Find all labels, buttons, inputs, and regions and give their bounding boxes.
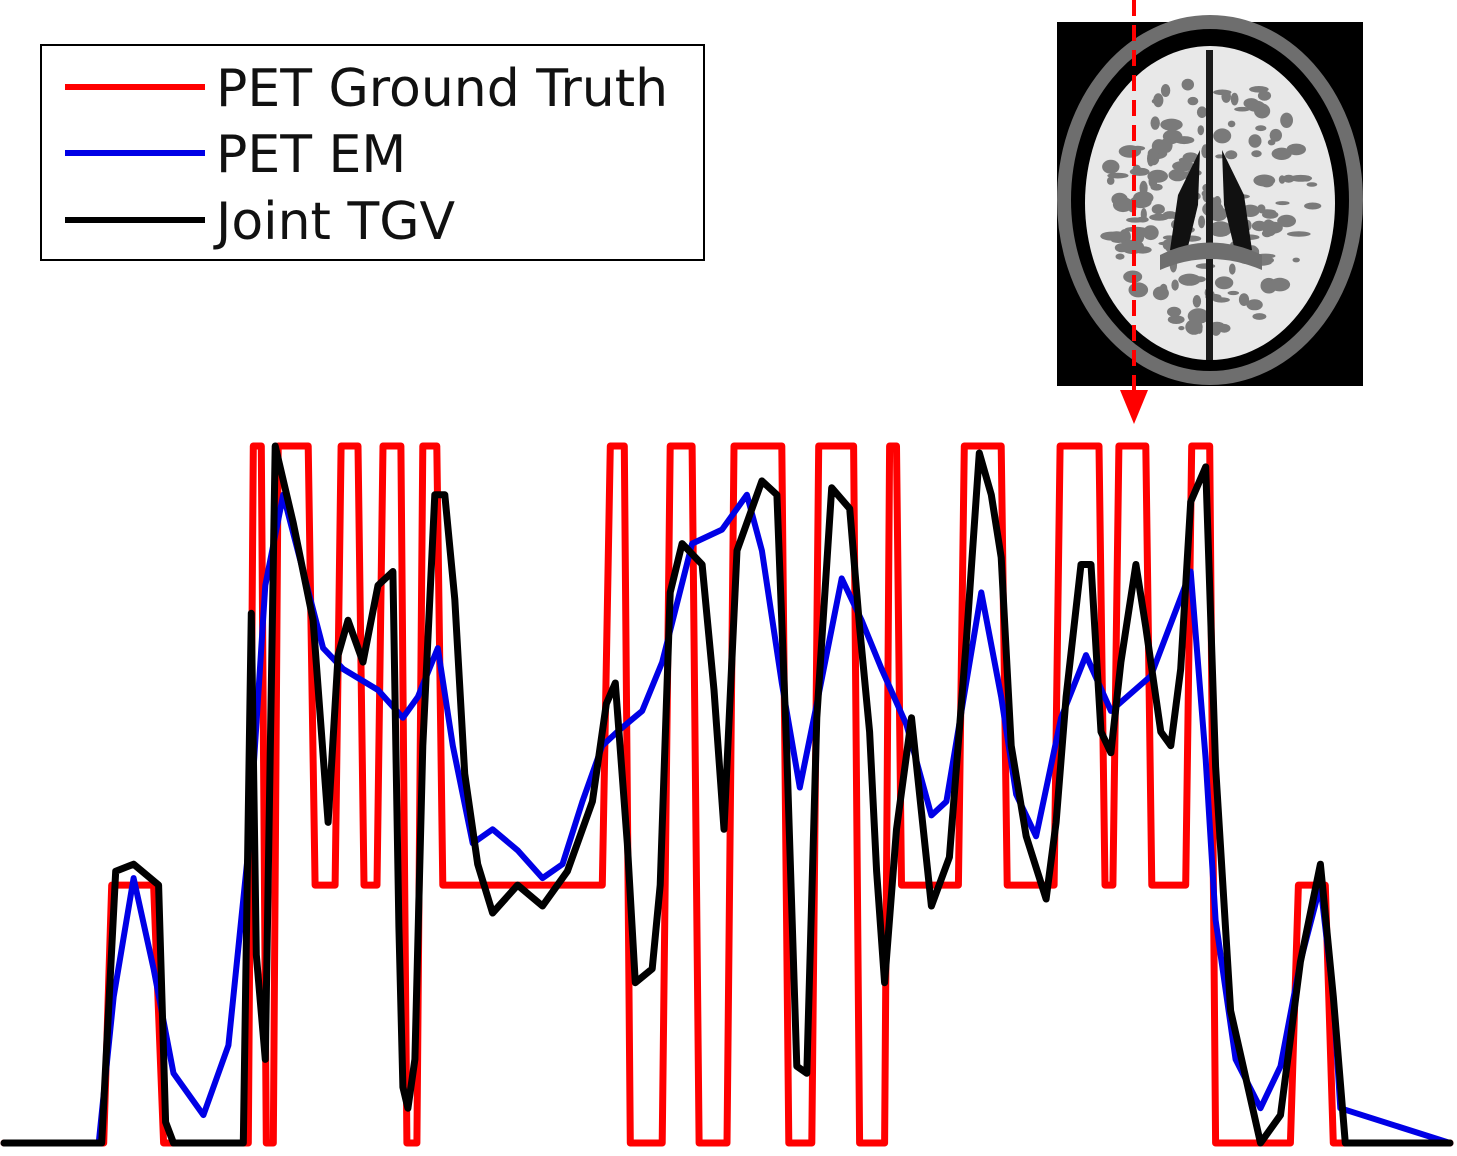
brain-texture-blob [1251,150,1262,158]
brain-texture-blob [1150,116,1160,130]
brain-texture-blob [1147,169,1168,183]
brain-texture-blob [1213,196,1222,208]
series-layer [0,442,1454,1147]
brain-texture-blob [1260,256,1274,264]
brain-texture-blob [1212,297,1230,303]
brain-texture-blob [1172,160,1195,172]
brain-texture-blob [1129,167,1150,176]
brain-texture-blob [1248,134,1262,148]
brain-texture-blob [1111,192,1128,206]
brain-texture-blob [1192,295,1202,308]
brain-texture-blob [1102,159,1120,174]
brain-texture-blob [1134,230,1142,244]
brain-texture-blob [1225,150,1238,160]
brain-texture-blob [1196,106,1208,118]
brain-texture-blob [1151,98,1162,105]
legend-label-ground-truth: PET Ground Truth [216,59,668,119]
brain-texture-blob [1208,221,1232,237]
brain-texture-blob [1181,78,1195,91]
brain-texture-blob [1227,290,1240,296]
brain-skull [1057,15,1363,385]
brain-texture-blob [1147,150,1155,167]
brain-texture-blob [1213,128,1232,144]
brain-texture-blob [1286,231,1311,237]
brain-texture-blob [1115,253,1125,260]
brain-texture-blob [1251,220,1267,232]
brain-texture-blob [1106,176,1115,185]
brain-texture-blob [1257,90,1272,101]
brain-texture-blob [1269,128,1283,142]
brain-texture-blob [1151,204,1165,215]
brain-texture-blob [1187,96,1199,106]
brain-texture-blob [1218,323,1231,333]
brain-texture-blob [1234,106,1250,112]
brain-texture-blob [1255,125,1267,132]
brain-texture-blob [1149,213,1170,221]
brain-texture-blob [1253,174,1276,187]
brain-texture-blob [1168,168,1187,182]
brain-texture-blob [1155,139,1177,145]
brain-texture-blob [1185,319,1203,335]
brain-texture-blob [1230,92,1239,106]
brain-texture-blob [1292,257,1300,263]
brain-central-band [1160,242,1262,270]
brain-texture-blob [1214,276,1234,290]
brain-texture-blob [1216,222,1224,228]
brain-texture-blob [1306,182,1318,187]
brain-texture-blob [1227,120,1236,128]
brain-texture-blob [1280,112,1293,128]
series-joint-tgv-line [0,442,1454,1147]
brain-texture-blob [1229,263,1236,275]
brain-texture-blob [1271,147,1292,160]
brain-texture-blob [1246,100,1266,112]
brain-texture-blob [1173,136,1195,145]
slice-marker [1120,0,1148,424]
brain-texture-blob [1198,215,1206,229]
brain-texture-blob [1167,306,1182,317]
brain-inset [1057,15,1363,386]
brain-texture-blob [1118,145,1142,158]
brain-texture-blob [1277,214,1296,228]
brain-texture-blob [1128,282,1149,298]
brain-texture-blob [1178,273,1201,286]
brain-texture-blob [1107,172,1129,179]
brain-texture-blob [1150,183,1163,191]
brain-texture-blob [1301,175,1312,182]
series-ground-truth-line [0,442,1454,1147]
slice-marker-arrowhead [1120,390,1148,424]
brain-texture-blob [1210,323,1222,336]
brain-texture-blob [1304,202,1322,210]
brain-texture-blob [1152,286,1169,301]
brain-texture-blob [1142,225,1159,241]
brain-texture-blob [1133,191,1154,205]
brain-texture-blob [1269,277,1291,292]
brain-texture-blob [1171,279,1179,291]
brain-texture-blob [1257,204,1266,213]
brain-texture-blob [1197,125,1205,136]
legend-label-em: PET EM [216,125,406,185]
brain-texture-blob [1178,326,1185,331]
brain-midline [1206,50,1213,360]
brain-texture-blob [1262,210,1279,219]
brain-texture-blob [1126,217,1145,223]
plot-area [0,442,1454,1147]
brain-texture-blob [1167,315,1185,324]
legend-label-joint-tgv: Joint TGV [213,192,456,252]
brain-texture-blob [1121,247,1142,253]
brain-texture-blob [1246,299,1263,311]
legend: PET Ground Truth PET EM Joint TGV [40,44,705,261]
brain-texture-blob [1160,118,1183,131]
brain-texture-blob [1160,84,1171,97]
brain-texture-blob [1215,154,1225,159]
brain-ventricle-left [1170,150,1200,255]
brain-ventricle-right [1222,150,1252,255]
brain-texture-blob [1275,201,1290,206]
brain-texture-blob [1111,238,1126,243]
brain-texture-blob [1252,313,1267,320]
brain-texture-blob [1238,293,1250,306]
brain-texture-blob [1213,89,1232,96]
